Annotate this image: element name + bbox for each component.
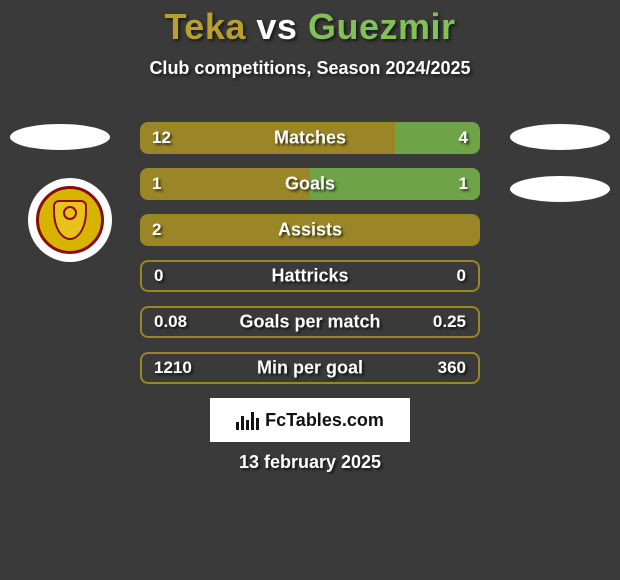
stat-label: Min per goal [257, 358, 363, 379]
placeholder-ellipse-left [10, 124, 110, 150]
fctables-logo-icon [236, 410, 259, 430]
club-crest-left [28, 178, 112, 262]
stat-value-left: 1210 [154, 358, 192, 378]
stat-value-right: 360 [438, 358, 466, 378]
title-player-left: Teka [164, 6, 245, 47]
stat-value-right: 0 [457, 266, 466, 286]
stat-value-left: 1 [152, 174, 161, 194]
stat-bar-left-segment [140, 122, 395, 154]
title-player-right: Guezmir [308, 6, 456, 47]
stat-bar-right-segment [310, 168, 480, 200]
date-text: 13 february 2025 [239, 452, 381, 473]
stat-value-left: 2 [152, 220, 161, 240]
stat-bars: 12 4 Matches 1 1 Goals 2 Assists 0 0 Hattricks 0.08… [140, 122, 480, 398]
stat-row: 0.08 0.25 Goals per match [140, 306, 480, 338]
stat-label: Goals [285, 174, 335, 195]
crest-ring-inner [36, 186, 104, 254]
stat-value-left: 12 [152, 128, 171, 148]
fctables-brand-text: FcTables.com [265, 410, 384, 431]
crest-ring-outer [28, 178, 112, 262]
stat-value-right: 0.25 [433, 312, 466, 332]
placeholder-ellipse-right-2 [510, 176, 610, 202]
fctables-badge[interactable]: FcTables.com [210, 398, 410, 442]
stat-label: Assists [278, 220, 342, 241]
stat-value-right: 4 [459, 128, 468, 148]
page-title: Teka vs Guezmir [0, 0, 620, 48]
title-vs: vs [256, 6, 297, 47]
stat-label: Hattricks [271, 266, 348, 287]
placeholder-ellipse-right-1 [510, 124, 610, 150]
stat-value-right: 1 [459, 174, 468, 194]
page-subtitle: Club competitions, Season 2024/2025 [0, 58, 620, 79]
stat-value-left: 0 [154, 266, 163, 286]
stat-row: 1 1 Goals [140, 168, 480, 200]
stat-value-left: 0.08 [154, 312, 187, 332]
stat-label: Goals per match [239, 312, 380, 333]
stat-row: 1210 360 Min per goal [140, 352, 480, 384]
crest-shield-icon [53, 200, 87, 240]
stat-label: Matches [274, 128, 346, 149]
comparison-card: Teka vs Guezmir Club competitions, Seaso… [0, 0, 620, 580]
stat-row: 2 Assists [140, 214, 480, 246]
stat-row: 12 4 Matches [140, 122, 480, 154]
stat-row: 0 0 Hattricks [140, 260, 480, 292]
